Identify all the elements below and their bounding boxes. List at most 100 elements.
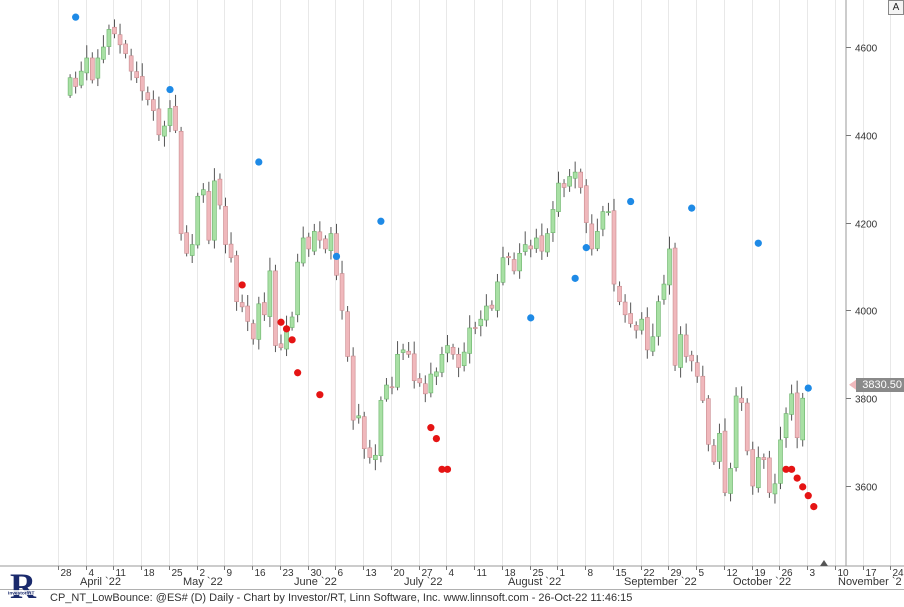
signal-red-dot <box>277 319 284 326</box>
candle-body <box>384 385 388 399</box>
footer-text: CP_NT_LowBounce: @ES# (D) Daily - Chart … <box>50 592 632 604</box>
candle-body <box>634 325 638 330</box>
candle-body <box>279 344 283 348</box>
candle-body <box>240 302 244 306</box>
candle-body <box>629 313 633 323</box>
candle-body <box>795 393 799 438</box>
signal-red-dot <box>794 474 801 481</box>
candle-body <box>618 286 622 301</box>
candle-body <box>606 212 610 213</box>
current-bar-marker-icon <box>820 560 828 566</box>
candle-body <box>229 244 233 258</box>
candle-body <box>268 271 272 317</box>
candle-body <box>373 455 377 459</box>
last-price-arrow-icon <box>849 380 856 390</box>
candle-body <box>712 446 716 462</box>
candle-body <box>462 352 466 366</box>
candle-body <box>434 372 438 376</box>
x-month-label: June `22 <box>294 576 337 588</box>
candle-body <box>468 328 472 353</box>
candle-body <box>262 302 266 314</box>
candle-body <box>751 450 755 486</box>
candle-body <box>357 416 361 418</box>
y-tick-label: 4600 <box>855 44 878 55</box>
candle-body <box>235 256 239 302</box>
x-tick-label: 5 <box>699 568 705 579</box>
candle-body <box>717 433 721 461</box>
candle-body <box>512 259 516 270</box>
candle-body <box>590 224 594 249</box>
candle-body <box>790 394 794 415</box>
svg-text:R: R <box>10 566 37 604</box>
y-tick-label: 3800 <box>855 395 878 406</box>
candle-body <box>557 183 561 212</box>
signal-blue-dot <box>572 275 579 282</box>
signal-red-dot <box>283 325 290 332</box>
candle-body <box>212 181 216 240</box>
candle-body <box>729 468 733 493</box>
candle-body <box>323 239 327 249</box>
candle-body <box>457 354 461 367</box>
candle-body <box>767 458 771 493</box>
candle-body <box>162 126 166 136</box>
x-month-label: April `22 <box>80 576 121 588</box>
candle-body <box>723 431 727 492</box>
candle-body <box>312 231 316 251</box>
signal-blue-dot <box>805 385 812 392</box>
candle-body <box>157 109 161 135</box>
x-tick-label: 13 <box>366 568 378 579</box>
candle-body <box>562 184 566 188</box>
candle-body <box>390 387 394 388</box>
candle-body <box>224 206 228 244</box>
candle-body <box>601 212 605 230</box>
x-tick-label: 18 <box>144 568 156 579</box>
candle-body <box>257 304 261 340</box>
candle-body <box>296 262 300 315</box>
candle-body <box>645 317 649 349</box>
candle-body <box>784 414 788 438</box>
x-tick-label: 8 <box>588 568 594 579</box>
candle-body <box>179 131 183 233</box>
x-month-label: November `2 <box>838 576 902 588</box>
signal-blue-dot <box>583 244 590 251</box>
investor-rt-logo-icon: R Investor/RT <box>6 566 44 604</box>
candle-body <box>207 191 211 240</box>
candle-body <box>479 319 483 326</box>
signal-red-dot <box>444 466 451 473</box>
signal-red-dot <box>316 391 323 398</box>
candle-body <box>85 58 89 73</box>
candle-body <box>651 337 655 351</box>
candle-body <box>568 177 572 187</box>
x-tick-label: 6 <box>338 568 344 579</box>
signal-red-dot <box>294 369 301 376</box>
candle-body <box>423 384 427 394</box>
signal-red-dot <box>427 424 434 431</box>
signal-blue-dot <box>255 158 262 165</box>
candle-body <box>329 234 333 251</box>
y-tick-label: 4400 <box>855 132 878 143</box>
x-month-label: October `22 <box>733 576 791 588</box>
a-button[interactable]: A <box>888 0 904 15</box>
signal-blue-dot <box>627 198 634 205</box>
signal-red-dot <box>810 503 817 510</box>
candle-body <box>218 179 222 205</box>
signal-layer <box>72 14 817 511</box>
candle-body <box>684 335 688 357</box>
candle-body <box>290 317 294 328</box>
last-price-label: 3830.50 <box>856 378 904 392</box>
signal-red-dot <box>805 492 812 499</box>
candle-body <box>529 246 533 249</box>
candle-body <box>551 209 555 232</box>
candle-body <box>779 440 783 483</box>
candle-body <box>168 108 172 125</box>
signal-blue-dot <box>688 205 695 212</box>
svg-text:Investor/RT: Investor/RT <box>8 591 34 597</box>
candle-body <box>673 248 677 365</box>
candle-body <box>523 245 527 252</box>
signal-blue-dot <box>527 314 534 321</box>
candle-body <box>451 347 455 354</box>
candle-body <box>79 71 83 85</box>
candle-body <box>801 398 805 440</box>
